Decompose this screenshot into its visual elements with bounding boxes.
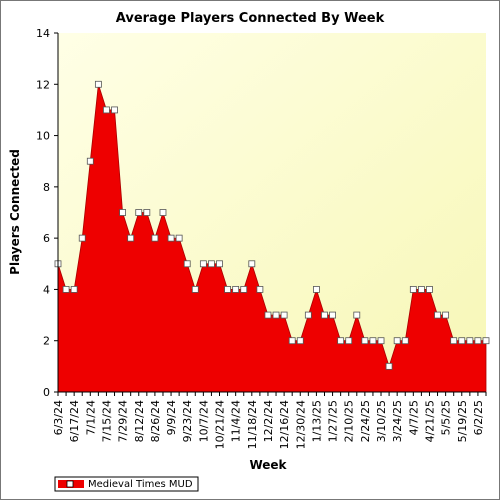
- x-tick-label: 6/17/24: [68, 400, 81, 442]
- data-point: [450, 337, 458, 345]
- x-tick-label: 6/2/25: [472, 400, 485, 435]
- data-point: [208, 260, 215, 268]
- data-point: [321, 311, 328, 319]
- x-tick-label: 8/12/24: [133, 400, 146, 442]
- data-point: [369, 337, 377, 345]
- data-point: [62, 286, 70, 293]
- y-axis-title: Players Connected: [8, 149, 22, 275]
- data-point: [393, 337, 401, 345]
- data-point: [409, 286, 417, 293]
- y-tick-label: 4: [43, 283, 50, 296]
- x-tick-label: 5/19/25: [456, 400, 469, 442]
- data-point: [442, 311, 450, 319]
- x-tick-label: 11/18/24: [246, 400, 259, 449]
- data-point: [191, 286, 199, 293]
- data-point: [224, 286, 231, 293]
- data-point: [248, 260, 256, 268]
- data-point: [337, 337, 345, 345]
- x-tick-label: 7/15/24: [100, 400, 113, 442]
- data-point: [361, 337, 369, 345]
- data-point: [216, 260, 223, 268]
- x-tick-label: 7/29/24: [117, 400, 130, 442]
- data-point: [288, 337, 296, 345]
- data-point: [183, 260, 191, 268]
- x-tick-label: 12/30/24: [294, 400, 307, 449]
- y-tick-label: 8: [43, 181, 50, 194]
- x-tick-label: 10/21/24: [214, 400, 227, 449]
- data-point: [401, 337, 409, 345]
- y-tick-label: 6: [43, 232, 50, 245]
- x-tick-label: 3/24/25: [391, 400, 404, 442]
- data-point: [434, 311, 441, 319]
- data-point: [272, 311, 280, 319]
- data-point: [159, 209, 167, 216]
- data-point: [119, 209, 126, 216]
- data-point: [86, 157, 94, 165]
- data-point: [385, 362, 393, 370]
- data-point: [175, 234, 183, 242]
- data-point: [143, 209, 151, 216]
- data-point: [127, 234, 135, 242]
- data-point: [232, 286, 240, 293]
- x-tick-label: 12/16/24: [278, 400, 291, 449]
- legend: Medieval Times MUD: [54, 476, 199, 492]
- legend-marker: [66, 480, 74, 488]
- data-point: [94, 80, 102, 88]
- x-tick-label: 1/13/25: [310, 400, 323, 442]
- data-point: [474, 337, 482, 345]
- x-tick-label: 9/23/24: [181, 400, 194, 442]
- x-tick-label: 4/7/25: [407, 400, 420, 435]
- data-point: [111, 106, 118, 114]
- data-point: [103, 106, 110, 114]
- y-tick-label: 10: [36, 130, 50, 143]
- data-point: [426, 286, 433, 293]
- x-tick-label: 3/10/25: [375, 400, 388, 442]
- x-axis-title: Week: [249, 458, 287, 472]
- data-point: [70, 286, 78, 293]
- x-tick-label: 7/1/24: [84, 400, 97, 435]
- data-point: [151, 234, 159, 242]
- data-point: [256, 286, 264, 293]
- data-point: [377, 337, 385, 345]
- data-point: [167, 234, 175, 242]
- data-point: [240, 286, 248, 293]
- data-point: [264, 311, 272, 319]
- x-tick-label: 12/2/24: [262, 400, 275, 442]
- legend-box: [54, 476, 199, 492]
- y-tick-label: 12: [36, 78, 50, 91]
- x-tick-label: 6/3/24: [52, 400, 65, 435]
- legend-label: Medieval Times MUD: [88, 479, 193, 490]
- data-point: [345, 337, 353, 345]
- x-tick-label: 4/21/25: [423, 400, 436, 442]
- data-point: [329, 311, 336, 319]
- data-point: [135, 209, 143, 216]
- y-tick-label: 2: [43, 335, 50, 348]
- data-point: [353, 311, 361, 319]
- data-point: [313, 286, 320, 293]
- x-tick-label: 11/4/24: [230, 400, 243, 442]
- y-tick-label: 0: [43, 386, 50, 399]
- x-tick-label: 9/9/24: [165, 400, 178, 435]
- data-point: [296, 337, 304, 345]
- data-point: [417, 286, 425, 293]
- data-point: [304, 311, 312, 319]
- y-tick-label: 14: [36, 27, 50, 40]
- data-point: [78, 234, 86, 242]
- chart-title: Average Players Connected By Week: [116, 11, 385, 26]
- data-point: [458, 337, 466, 345]
- x-tick-label: 10/7/24: [197, 400, 210, 442]
- x-tick-label: 1/27/25: [327, 400, 340, 442]
- x-tick-label: 8/26/24: [149, 400, 162, 442]
- x-tick-label: 2/24/25: [359, 400, 372, 442]
- x-tick-label: 2/10/25: [343, 400, 356, 442]
- data-point: [280, 311, 288, 319]
- data-point: [199, 260, 207, 268]
- data-point: [466, 337, 474, 345]
- data-point: [482, 337, 490, 345]
- x-tick-label: 5/5/25: [440, 400, 453, 435]
